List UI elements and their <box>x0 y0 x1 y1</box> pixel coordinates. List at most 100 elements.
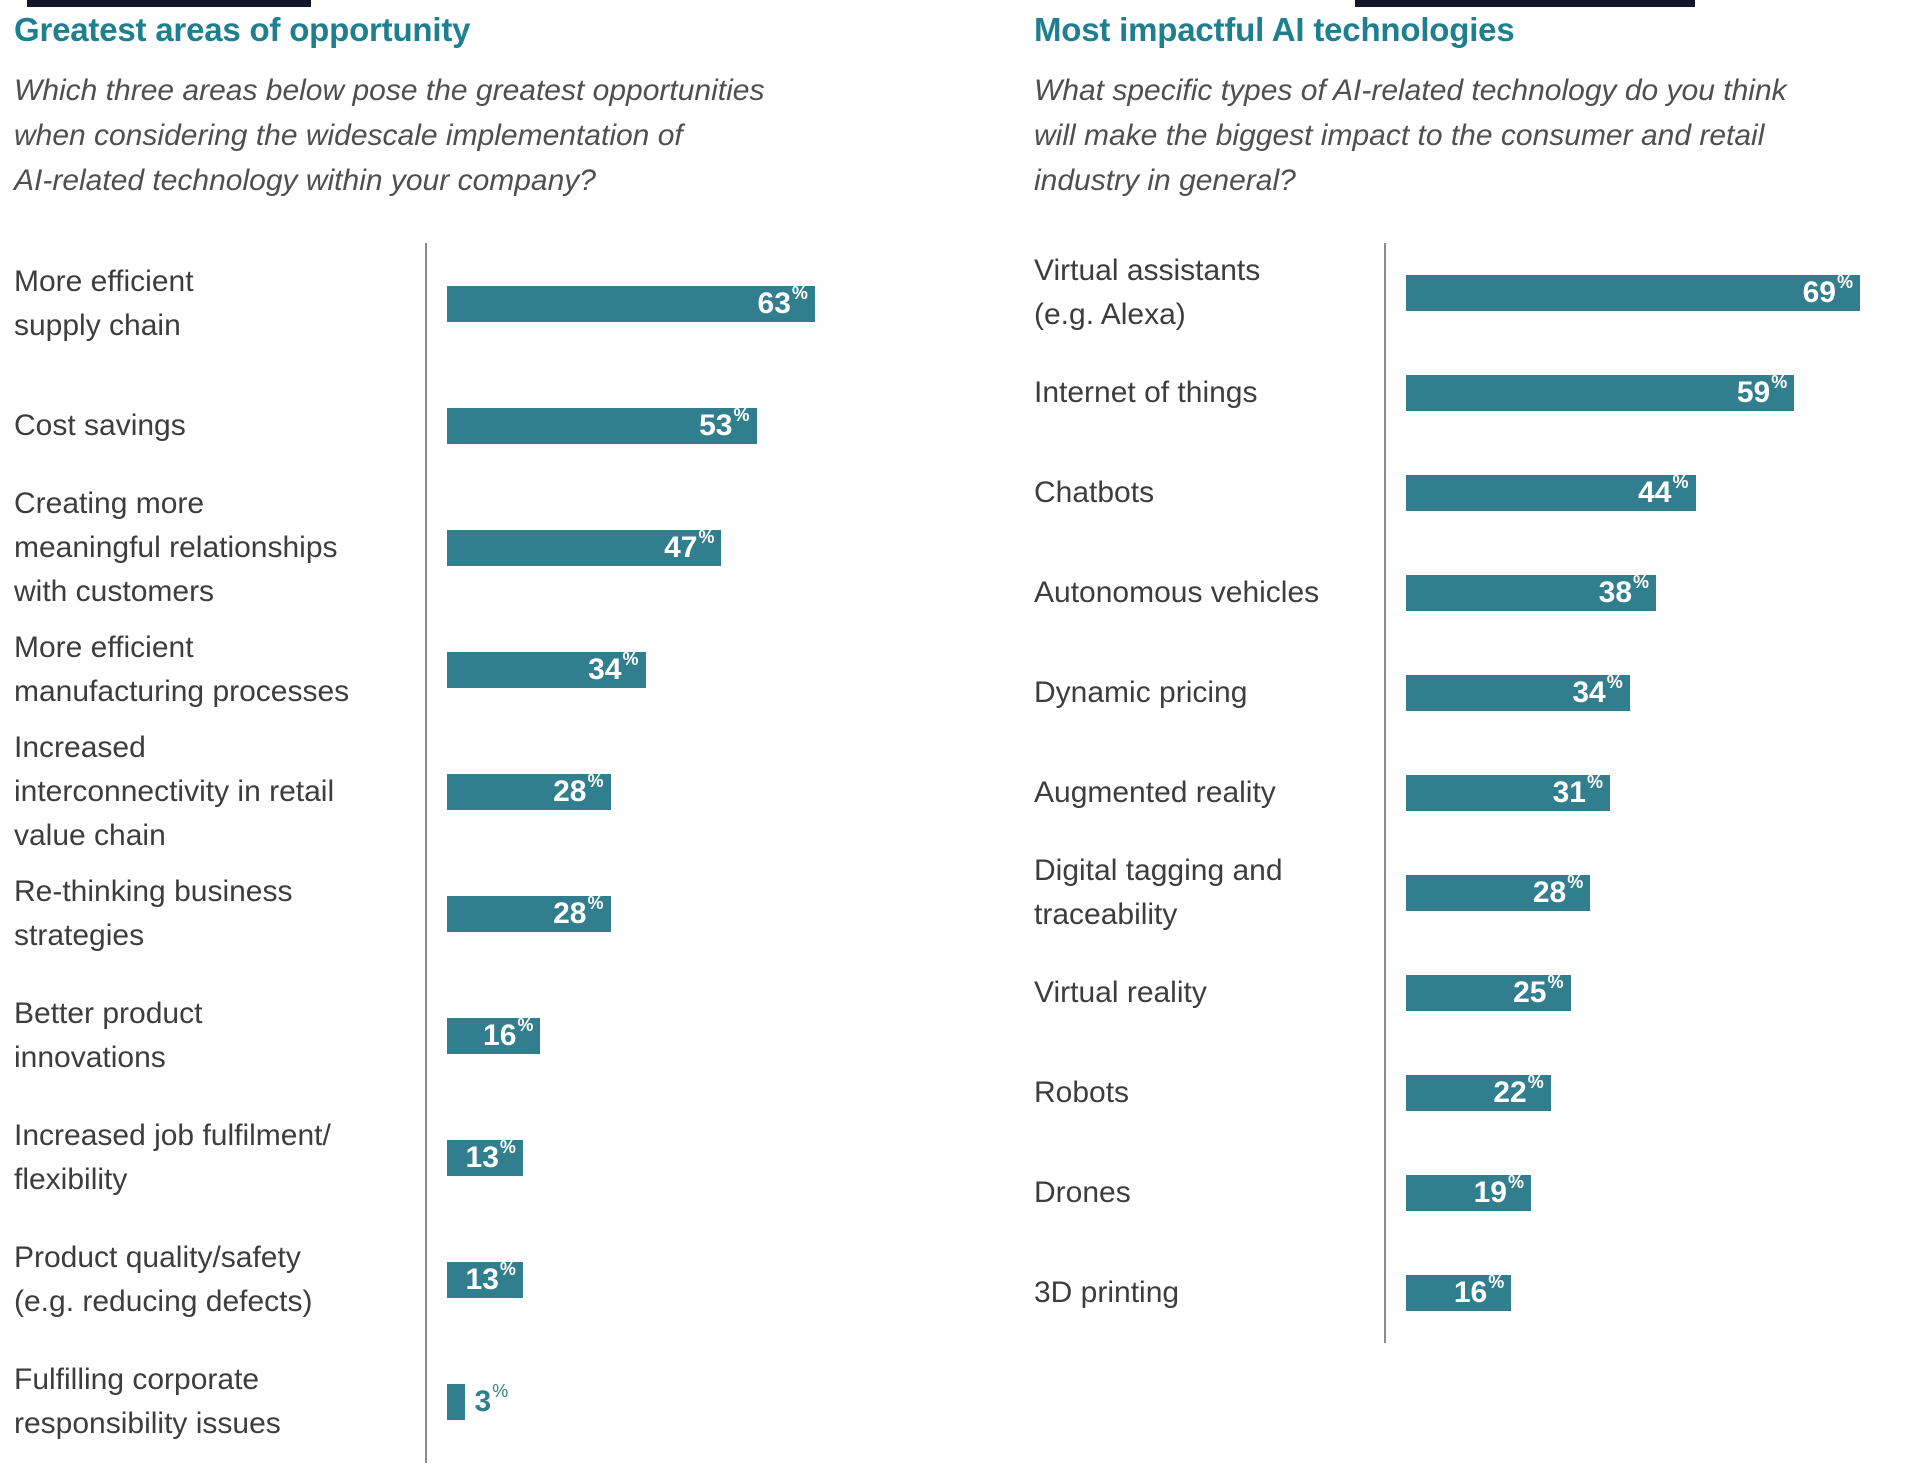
percent-sign: % <box>587 770 604 791</box>
bar: 31% <box>1406 772 1610 811</box>
bar-row: Increased interconnectivity in retail va… <box>14 731 834 853</box>
category-label: More efficient manufacturing processes <box>14 631 350 708</box>
value-label: 69% <box>1802 272 1853 310</box>
bar-row: Augmented reality 31% <box>1034 743 1918 843</box>
value-label: 25% <box>1513 972 1563 1010</box>
plot-area: 13% <box>425 1097 834 1219</box>
bar: 16% <box>1406 1272 1512 1311</box>
plot-area: 28% <box>425 853 834 975</box>
category-label: Virtual reality <box>1034 976 1207 1009</box>
percent-sign: % <box>1488 1271 1505 1292</box>
bar: 28% <box>447 770 611 810</box>
plot-area: 22% <box>1384 1043 1918 1143</box>
value-number: 19 <box>1473 1176 1507 1209</box>
bar: 69% <box>1406 272 1861 311</box>
category-label: 3D printing <box>1034 1276 1180 1309</box>
plot-area: 3% <box>425 1341 834 1463</box>
category-label: Chatbots <box>1034 476 1155 509</box>
plot-area: 28% <box>425 731 834 853</box>
percent-sign: % <box>1508 1171 1525 1192</box>
bar: 34% <box>1406 672 1630 711</box>
category-label: Digital tagging and traceability <box>1034 854 1283 931</box>
category-label: Autonomous vehicles <box>1034 576 1320 609</box>
value-number: 25 <box>1513 976 1547 1009</box>
category-label: Augmented reality <box>1034 776 1276 809</box>
bar: 22% <box>1406 1072 1551 1111</box>
value-label: 53% <box>699 405 749 443</box>
bar-row: Creating more meaningful relationships w… <box>14 487 834 609</box>
bar: 59% <box>1406 372 1795 411</box>
value-label: 28% <box>1533 872 1583 910</box>
chart-greatest-areas-of-opportunity: Greatest areas of opportunity Which thre… <box>14 10 834 1463</box>
bar-row: Virtual assistants (e.g. Alexa) 69% <box>1034 243 1918 343</box>
value-label: 13% <box>465 1259 516 1297</box>
percent-sign: % <box>517 1014 534 1035</box>
bar-row: Re-thinking business strategies 28% <box>14 853 834 975</box>
bar: 63% <box>447 282 815 322</box>
value-label: 16% <box>483 1015 533 1053</box>
value-number: 16 <box>483 1019 517 1052</box>
value-label: 34% <box>588 649 638 687</box>
plot-area: 16% <box>1384 1243 1918 1343</box>
bar-row: Autonomous vehicles 38% <box>1034 543 1918 643</box>
value-number: 69 <box>1802 276 1836 309</box>
category-label: Drones <box>1034 1176 1131 1209</box>
category-label: Creating more meaningful relationships w… <box>14 487 338 608</box>
plot-area: 34% <box>425 609 834 731</box>
bar-row: Robots 22% <box>1034 1043 1918 1143</box>
plot-area: 38% <box>1384 543 1918 643</box>
plot-area: 59% <box>1384 343 1918 443</box>
plot-area: 13% <box>425 1219 834 1341</box>
category-label: More efficient supply chain <box>14 265 194 342</box>
value-number: 28 <box>553 775 587 808</box>
value-number: 28 <box>553 897 587 930</box>
bar: 16% <box>447 1015 541 1054</box>
plot-area: 53% <box>425 365 834 487</box>
value-number: 59 <box>1736 376 1771 409</box>
value-number: 13 <box>465 1263 499 1296</box>
plot-area: 25% <box>1384 943 1918 1043</box>
bar-row: Better product innovations 16% <box>14 975 834 1097</box>
category-label: Cost savings <box>14 409 186 442</box>
bar-row: Fulfilling corporate responsibility issu… <box>14 1341 834 1463</box>
value-label: 13% <box>466 1137 516 1175</box>
percent-sign: % <box>791 282 808 303</box>
bar: 28% <box>447 893 611 932</box>
percent-sign: % <box>492 1380 509 1401</box>
bar-row: 3D printing 16% <box>1034 1243 1918 1343</box>
value-label: 34% <box>1572 672 1622 710</box>
bar <box>447 1384 465 1420</box>
bar: 44% <box>1406 472 1696 511</box>
value-label: 22% <box>1493 1072 1543 1110</box>
value-label: 38% <box>1599 572 1649 610</box>
chart-most-impactful-ai-technologies: Most impactful AI technologies What spec… <box>1034 10 1918 1463</box>
value-number: 34 <box>1572 676 1606 709</box>
value-label: 3% <box>475 1381 509 1419</box>
category-label: Product quality/safety (e.g. reducing de… <box>14 1241 313 1318</box>
percent-sign: % <box>499 1258 516 1279</box>
value-label: 47% <box>664 527 714 565</box>
value-number: 63 <box>757 287 791 320</box>
value-number: 44 <box>1638 476 1672 509</box>
percent-sign: % <box>698 526 715 547</box>
bar: 38% <box>1406 572 1657 611</box>
value-label: 16% <box>1454 1272 1504 1310</box>
plot-area: 16% <box>425 975 834 1097</box>
chart-subtitle: What specific types of AI-related techno… <box>1034 74 1787 197</box>
value-label: 28% <box>553 893 603 931</box>
percent-sign: % <box>1547 971 1564 992</box>
bar-row: More efficient supply chain 63% <box>14 243 834 365</box>
bar: 25% <box>1406 972 1571 1011</box>
value-label: 19% <box>1473 1172 1524 1210</box>
plot-area: 69% <box>1384 243 1918 343</box>
category-label: Dynamic pricing <box>1034 676 1248 709</box>
bar-row: Dynamic pricing 34% <box>1034 643 1918 743</box>
percent-sign: % <box>733 404 750 425</box>
plot-area: 28% <box>1384 843 1918 943</box>
category-label: Robots <box>1034 1076 1130 1109</box>
bar: 28% <box>1406 872 1591 911</box>
crop-artifact <box>1355 0 1695 7</box>
plot-area: 34% <box>1384 643 1918 743</box>
bar-row: More efficient manufacturing processes 34… <box>14 609 834 731</box>
